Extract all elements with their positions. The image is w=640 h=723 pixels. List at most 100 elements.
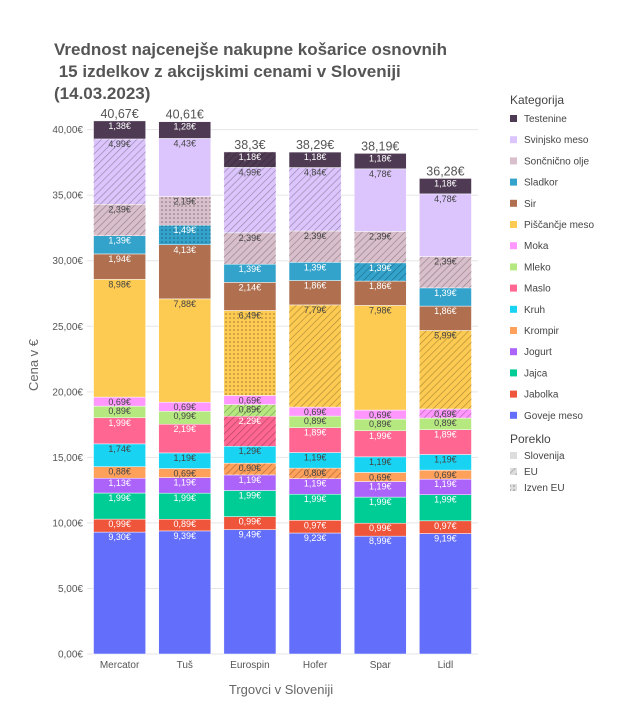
segment-value-label: 1,94€ <box>108 254 131 264</box>
bars <box>93 120 472 655</box>
bar-segment-maslo <box>158 423 212 454</box>
segment-value-label: 1,19€ <box>239 475 262 485</box>
legend: Kategorija Testenine Svinjsko meso Sončničn… <box>510 93 594 494</box>
legend-title: Kategorija <box>510 93 564 107</box>
segment-value-label: 0,99€ <box>173 411 196 421</box>
x-axis-ticks: Mercator Tuš Eurospin Hofer Spar Lidl <box>100 660 453 671</box>
origin-pattern-eu <box>223 151 276 168</box>
segment-value-label: 4,43€ <box>173 138 196 148</box>
segment-value-label: 1,86€ <box>304 281 327 291</box>
bar-total-label: 38,19€ <box>361 139 399 153</box>
bar-segment-piscancje-meso <box>158 298 212 403</box>
segment-value-label: 1,99€ <box>434 495 457 505</box>
bar-segment-piscancje-meso <box>93 279 146 398</box>
segment-value-label: 1,18€ <box>239 152 262 162</box>
segment-value-label: 1,39€ <box>434 288 457 298</box>
bar-segment-sir <box>93 253 146 280</box>
origin-pattern-eu <box>223 232 276 265</box>
legend-swatch-piscancje-meso <box>510 221 517 228</box>
legend-item-jabolka: Jabolka <box>524 390 559 401</box>
segment-value-label: 0,89€ <box>239 405 262 415</box>
legend-origin-swatch-slo <box>510 452 517 459</box>
legend-origin-item-eu: EU <box>524 467 538 478</box>
segment-value-label: 0,99€ <box>369 523 392 533</box>
segment-value-label: 2,39€ <box>239 233 262 243</box>
segment-value-label: 7,98€ <box>369 305 392 315</box>
segment-value-label: 1,49€ <box>173 225 196 235</box>
legend-item-sir: Sir <box>524 199 537 210</box>
segment-value-label: 0,89€ <box>304 416 327 426</box>
y-tick-label: 10,00€ <box>52 518 83 529</box>
y-tick-label: 20,00€ <box>52 387 83 398</box>
y-tick-label: 25,00€ <box>52 322 83 333</box>
segment-value-label: 0,89€ <box>434 418 457 428</box>
bar-total-label: 40,61€ <box>166 108 204 122</box>
origin-pattern-eu <box>223 416 276 447</box>
segment-value-label: 1,38€ <box>108 121 131 131</box>
origin-pattern-eu <box>289 230 342 263</box>
segment-value-label: 2,39€ <box>304 231 327 241</box>
segment-value-label: 0,97€ <box>304 520 327 530</box>
segment-value-label: 1,19€ <box>304 479 327 489</box>
segment-value-label: 0,89€ <box>108 406 131 416</box>
legend-swatch-kruh <box>510 305 517 313</box>
bar-segment-sir <box>158 244 212 300</box>
origin-pattern-izven <box>158 225 211 245</box>
segment-value-label: 9,23€ <box>304 533 327 543</box>
y-axis-title: Cena v € <box>26 338 41 391</box>
segment-value-label: 5,99€ <box>434 330 457 340</box>
origin-pattern-izven <box>223 310 276 396</box>
segment-value-label: 1,19€ <box>304 453 327 463</box>
legend-swatch-testenine <box>510 115 517 122</box>
x-axis-title: Trgovci v Sloveniji <box>229 682 333 697</box>
bar-segment-goveje-meso <box>353 535 407 655</box>
y-tick-label: 0,00€ <box>58 650 83 661</box>
bar-segment-svinjsko-meso <box>353 168 407 232</box>
segment-value-label: 1,99€ <box>173 493 196 503</box>
legend-swatch-goveje-meso <box>510 411 517 419</box>
y-tick-label: 30,00€ <box>52 256 83 267</box>
segment-value-label: 0,97€ <box>434 521 457 531</box>
bar-segment-jajca <box>223 490 277 517</box>
segment-value-label: 1,39€ <box>239 264 262 274</box>
segment-value-label: 1,99€ <box>369 497 392 507</box>
segment-value-label: 1,39€ <box>108 236 131 246</box>
segment-value-label: 0,89€ <box>173 519 196 529</box>
bar-segment-goveje-meso <box>419 533 472 655</box>
x-tick-label: Mercator <box>100 660 140 671</box>
segment-value-label: 1,29€ <box>239 446 262 456</box>
segment-value-label: 4,84€ <box>304 168 327 178</box>
segment-value-label: 1,99€ <box>239 491 262 501</box>
segment-value-label: 9,39€ <box>173 531 196 541</box>
chart-title-line-3: (14.03.2023) <box>54 84 150 103</box>
bar-total-label: 36,28€ <box>426 164 464 178</box>
chart-title-line-1: Vrednost najcenejše nakupne košarice osn… <box>54 40 447 59</box>
legend-item-mleko: Mleko <box>524 262 551 273</box>
legend-origin-pattern-eu <box>510 468 517 475</box>
segment-value-label: 9,19€ <box>434 534 457 544</box>
segment-value-label: 1,18€ <box>434 178 457 188</box>
bar-segment-piscancje-meso <box>353 305 407 411</box>
legend-item-krompir: Krompir <box>524 326 560 337</box>
segment-value-label: 2,29€ <box>239 416 262 426</box>
segment-value-label: 0,69€ <box>239 396 262 406</box>
segment-value-label: 2,39€ <box>108 204 131 214</box>
bar-segment-jajca <box>158 492 212 520</box>
bar-segment-sir <box>353 280 407 306</box>
x-tick-label: Spar <box>370 660 392 671</box>
segment-value-label: 8,99€ <box>369 536 392 546</box>
segment-value-label: 1,13€ <box>108 478 131 488</box>
bar-segment-testenine <box>93 120 146 140</box>
segment-value-label: 0,69€ <box>434 409 457 419</box>
segment-value-label: 1,19€ <box>434 454 457 464</box>
origin-pattern-eu <box>223 404 276 417</box>
segment-value-label: 4,99€ <box>108 139 131 149</box>
y-gridlines <box>87 129 478 655</box>
segment-value-label: 0,69€ <box>173 402 196 412</box>
segment-value-label: 0,80€ <box>304 468 327 478</box>
legend-item-goveje-meso: Goveje meso <box>524 411 583 422</box>
chart-title-line-2: 15 izdelkov z akcijskimi cenami v Sloven… <box>54 62 401 81</box>
segment-value-label: 6,49€ <box>239 310 262 320</box>
segment-value-label: 1,39€ <box>369 263 392 273</box>
